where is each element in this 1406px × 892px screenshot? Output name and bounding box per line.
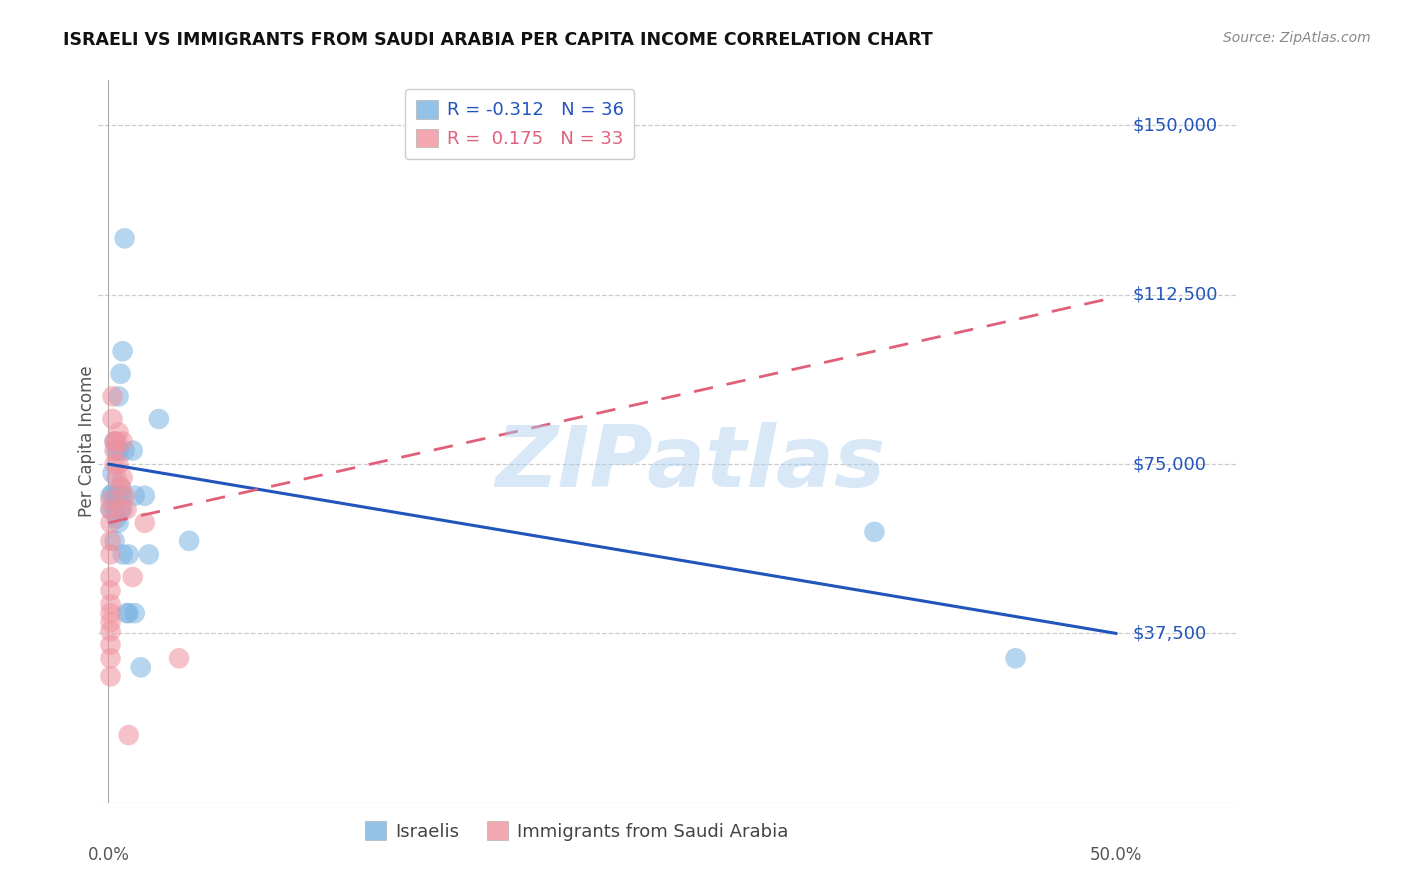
Text: $150,000: $150,000 — [1132, 117, 1218, 135]
Point — [105, 470, 128, 484]
Point — [105, 434, 128, 449]
Point — [101, 389, 124, 403]
Point — [110, 502, 132, 516]
Point — [100, 548, 122, 562]
Point — [111, 502, 134, 516]
Point — [121, 443, 143, 458]
Point — [101, 412, 124, 426]
Point — [107, 389, 129, 403]
Text: $112,500: $112,500 — [1132, 285, 1218, 304]
Point — [121, 570, 143, 584]
Point — [118, 548, 141, 562]
Point — [100, 624, 122, 639]
Point — [107, 457, 129, 471]
Point — [148, 412, 170, 426]
Point — [863, 524, 886, 539]
Point — [110, 480, 132, 494]
Point — [105, 489, 128, 503]
Point — [100, 583, 122, 598]
Point — [100, 502, 122, 516]
Point — [179, 533, 201, 548]
Point — [129, 660, 152, 674]
Point — [138, 548, 160, 562]
Point — [107, 443, 129, 458]
Text: ZIPatlas: ZIPatlas — [495, 422, 886, 505]
Text: 50.0%: 50.0% — [1090, 847, 1143, 864]
Point — [105, 443, 128, 458]
Point — [103, 443, 125, 458]
Point — [111, 548, 134, 562]
Point — [111, 434, 134, 449]
Point — [107, 489, 129, 503]
Point — [124, 489, 146, 503]
Point — [101, 486, 124, 500]
Text: 0.0%: 0.0% — [87, 847, 129, 864]
Point — [103, 533, 125, 548]
Text: Source: ZipAtlas.com: Source: ZipAtlas.com — [1223, 31, 1371, 45]
Point — [107, 516, 129, 530]
Point — [100, 516, 122, 530]
Point — [103, 502, 125, 516]
Point — [114, 489, 136, 503]
Point — [100, 638, 122, 652]
Point — [124, 606, 146, 620]
Point — [100, 493, 122, 508]
Point — [100, 489, 122, 503]
Point — [100, 570, 122, 584]
Point — [100, 533, 122, 548]
Point — [110, 502, 132, 516]
Point — [110, 480, 132, 494]
Point — [134, 516, 156, 530]
Point — [103, 457, 125, 471]
Point — [111, 489, 134, 503]
Legend: Israelis, Immigrants from Saudi Arabia: Israelis, Immigrants from Saudi Arabia — [357, 814, 796, 848]
Point — [1004, 651, 1026, 665]
Point — [114, 231, 136, 245]
Point — [103, 434, 125, 449]
Point — [110, 367, 132, 381]
Text: $75,000: $75,000 — [1132, 455, 1206, 473]
Point — [111, 470, 134, 484]
Point — [118, 728, 141, 742]
Point — [115, 502, 138, 516]
Point — [100, 597, 122, 611]
Point — [103, 434, 125, 449]
Point — [100, 606, 122, 620]
Point — [114, 443, 136, 458]
Point — [100, 502, 122, 516]
Point — [167, 651, 190, 665]
Point — [134, 489, 156, 503]
Point — [101, 466, 124, 480]
Point — [100, 615, 122, 630]
Point — [100, 651, 122, 665]
Text: ISRAELI VS IMMIGRANTS FROM SAUDI ARABIA PER CAPITA INCOME CORRELATION CHART: ISRAELI VS IMMIGRANTS FROM SAUDI ARABIA … — [63, 31, 934, 49]
Y-axis label: Per Capita Income: Per Capita Income — [79, 366, 96, 517]
Point — [100, 669, 122, 683]
Point — [115, 606, 138, 620]
Point — [105, 511, 128, 525]
Point — [107, 425, 129, 440]
Point — [118, 606, 141, 620]
Point — [111, 344, 134, 359]
Text: $37,500: $37,500 — [1132, 624, 1206, 642]
